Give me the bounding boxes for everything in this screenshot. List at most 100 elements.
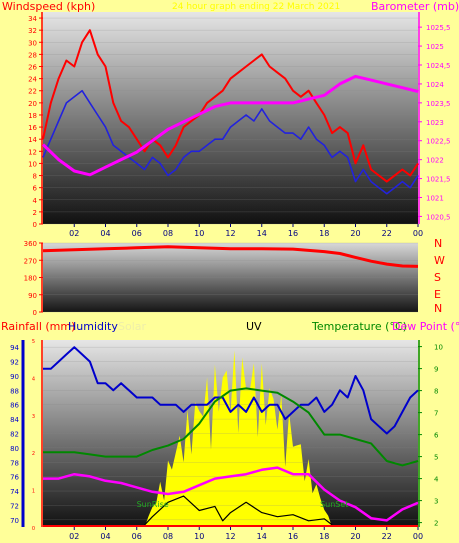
sunrise-label: SunRise [137,500,169,509]
humidity-tick-label: 70 [10,517,19,525]
time-tick-label-lower: 18 [319,532,329,541]
time-tick-label: 04 [100,229,110,238]
humidity-tick-label: 72 [10,502,19,510]
humidity-tick-label: 76 [10,474,19,482]
time-tick-label-lower: 22 [382,532,392,541]
temperature-tick-label: 9 [434,366,438,374]
humidity-line [43,346,419,435]
time-tick-label: 14 [257,229,267,238]
time-tick-label: 06 [132,229,142,238]
wind-gust-line [42,29,419,183]
uv-line [144,495,333,526]
time-tick-label: 16 [288,229,298,238]
wind-tick-label: 16 [28,124,37,132]
temperature-line [43,387,419,467]
temperature-tick-label: 2 [434,520,438,528]
wind-tick-label: 14 [28,136,37,144]
humidity-tick-label: 90 [10,373,19,381]
humidity-tick-label: 78 [10,459,19,467]
wind-tick-label: 2 [33,209,37,217]
humidity-tick-label: 88 [10,387,19,395]
barometer-tick-label: 1022,5 [426,138,451,146]
time-tick-label-lower: 14 [257,532,267,541]
time-tick-label-lower: 02 [69,532,79,541]
rain-tick-label: 1 [32,489,35,495]
barometer-tick-label: 1025 [426,43,444,51]
humidity-tick-label: 80 [10,445,19,453]
time-tick-label: 00 [413,229,423,238]
windspeed-axis-title: Windspeed (kph) [2,0,96,13]
humidity-tick-label: 86 [10,402,19,410]
time-tick-label-lower: 20 [350,532,360,541]
barometer-tick-label: 1021 [426,195,444,203]
wind-tick-label: 12 [28,148,37,156]
rain-tick-label: 2 [32,451,35,457]
barometer-tick-label: 1023 [426,119,444,127]
time-tick-label: 18 [319,229,329,238]
wind-tick-label: 8 [33,173,37,181]
wind-direction-line [42,245,419,268]
graph-title: 24 hour graph ending 22 March 2021 [172,2,341,12]
wind-tick-label: 4 [33,197,38,205]
time-tick-label: 08 [163,229,173,238]
temperature-tick-label: 10 [434,344,443,352]
time-tick-label-lower: 06 [132,532,142,541]
time-tick-label: 22 [382,229,392,238]
wind-tick-label: 30 [28,39,37,47]
wind-tick-label: 34 [28,15,37,23]
time-tick-label-lower: 12 [225,532,235,541]
direction-tick-label: 0 [33,309,37,317]
temperature-tick-label: 5 [434,454,438,462]
compass-n-bottom: N [434,302,443,315]
dewpoint-line [43,466,419,522]
wind-tick-label: 26 [28,64,37,72]
time-tick-label: 20 [350,229,360,238]
wind-tick-label: 0 [33,221,37,229]
temperature-tick-label: 4 [434,476,439,484]
time-tick-label-lower: 00 [413,532,423,541]
compass-w: W [434,254,445,267]
wind-plot-area [43,12,418,224]
time-tick-label: 12 [225,229,235,238]
barometer-tick-label: 1021,5 [426,176,451,184]
rain-tick-label: 3 [32,414,35,420]
rain-tick-label: 4 [32,376,35,382]
humidity-tick-label: 92 [10,359,19,367]
wind-tick-label: 6 [33,185,38,193]
humidity-tick-label: 84 [10,416,19,424]
time-tick-label-lower: 16 [288,532,298,541]
wind-tick-label: 10 [28,160,37,168]
wind-tick-label: 18 [28,112,37,120]
legend-humidity: Humidity [68,320,118,333]
humidity-tick-label: 94 [10,344,19,352]
direction-tick-label: 270 [24,257,37,265]
solar-radiation-area [144,350,333,527]
legend-rainfall: Rainfall (mm) [1,320,76,333]
legend-solar: Solar [118,320,147,333]
humidity-tick-label: 74 [10,488,19,496]
temperature-tick-label: 8 [434,388,438,396]
direction-tick-label: 90 [28,292,37,300]
time-tick-label: 02 [69,229,79,238]
legend-dewpoint: Dew Point (°C) [392,320,459,333]
humidity-tick-label: 82 [10,431,19,439]
barometer-tick-label: 1023,5 [426,100,451,108]
wind-tick-label: 20 [28,100,37,108]
wind-tick-label: 22 [28,88,37,96]
legend-temperature: Temperature (°C) [312,320,407,333]
compass-s: S [434,271,441,284]
direction-tick-label: 360 [24,240,37,248]
barometer-tick-label: 1024,5 [426,62,451,70]
compass-e: E [434,288,441,301]
rain-tick-label: 0 [32,526,35,532]
wind-tick-label: 28 [28,51,37,59]
barometer-line [41,74,419,177]
compass-n-top: N [434,237,443,250]
direction-tick-label: 180 [24,275,37,283]
wind-tick-label: 24 [28,76,37,84]
sunset-label: SunSet [320,500,348,509]
barometer-axis-title: Barometer (mb) [371,0,459,13]
temperature-tick-label: 3 [434,498,438,506]
time-tick-label: 10 [194,229,204,238]
